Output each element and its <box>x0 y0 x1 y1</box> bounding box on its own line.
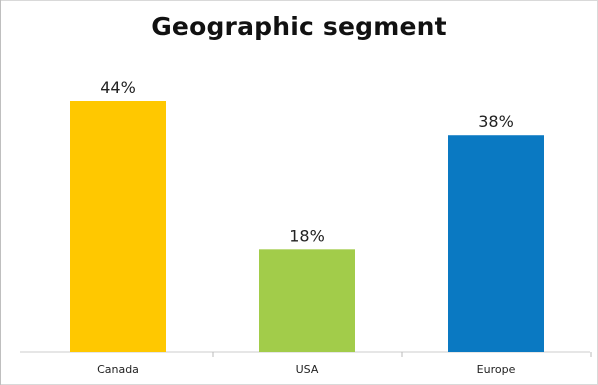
bar-canada <box>70 101 166 352</box>
left-border <box>0 0 1 385</box>
bar-europe <box>448 135 544 352</box>
bar-usa <box>259 249 355 352</box>
category-label-canada: Canada <box>97 363 139 376</box>
value-label-usa: 18% <box>289 226 325 245</box>
category-label-europe: Europe <box>477 363 516 376</box>
value-label-europe: 38% <box>478 112 514 131</box>
ticks-group <box>212 352 592 357</box>
bars-group: 44% Canada 18% USA 38% Europe <box>70 78 544 376</box>
chart-title: Geographic segment <box>151 12 447 41</box>
category-label-usa: USA <box>296 363 319 376</box>
value-label-canada: 44% <box>100 78 136 97</box>
